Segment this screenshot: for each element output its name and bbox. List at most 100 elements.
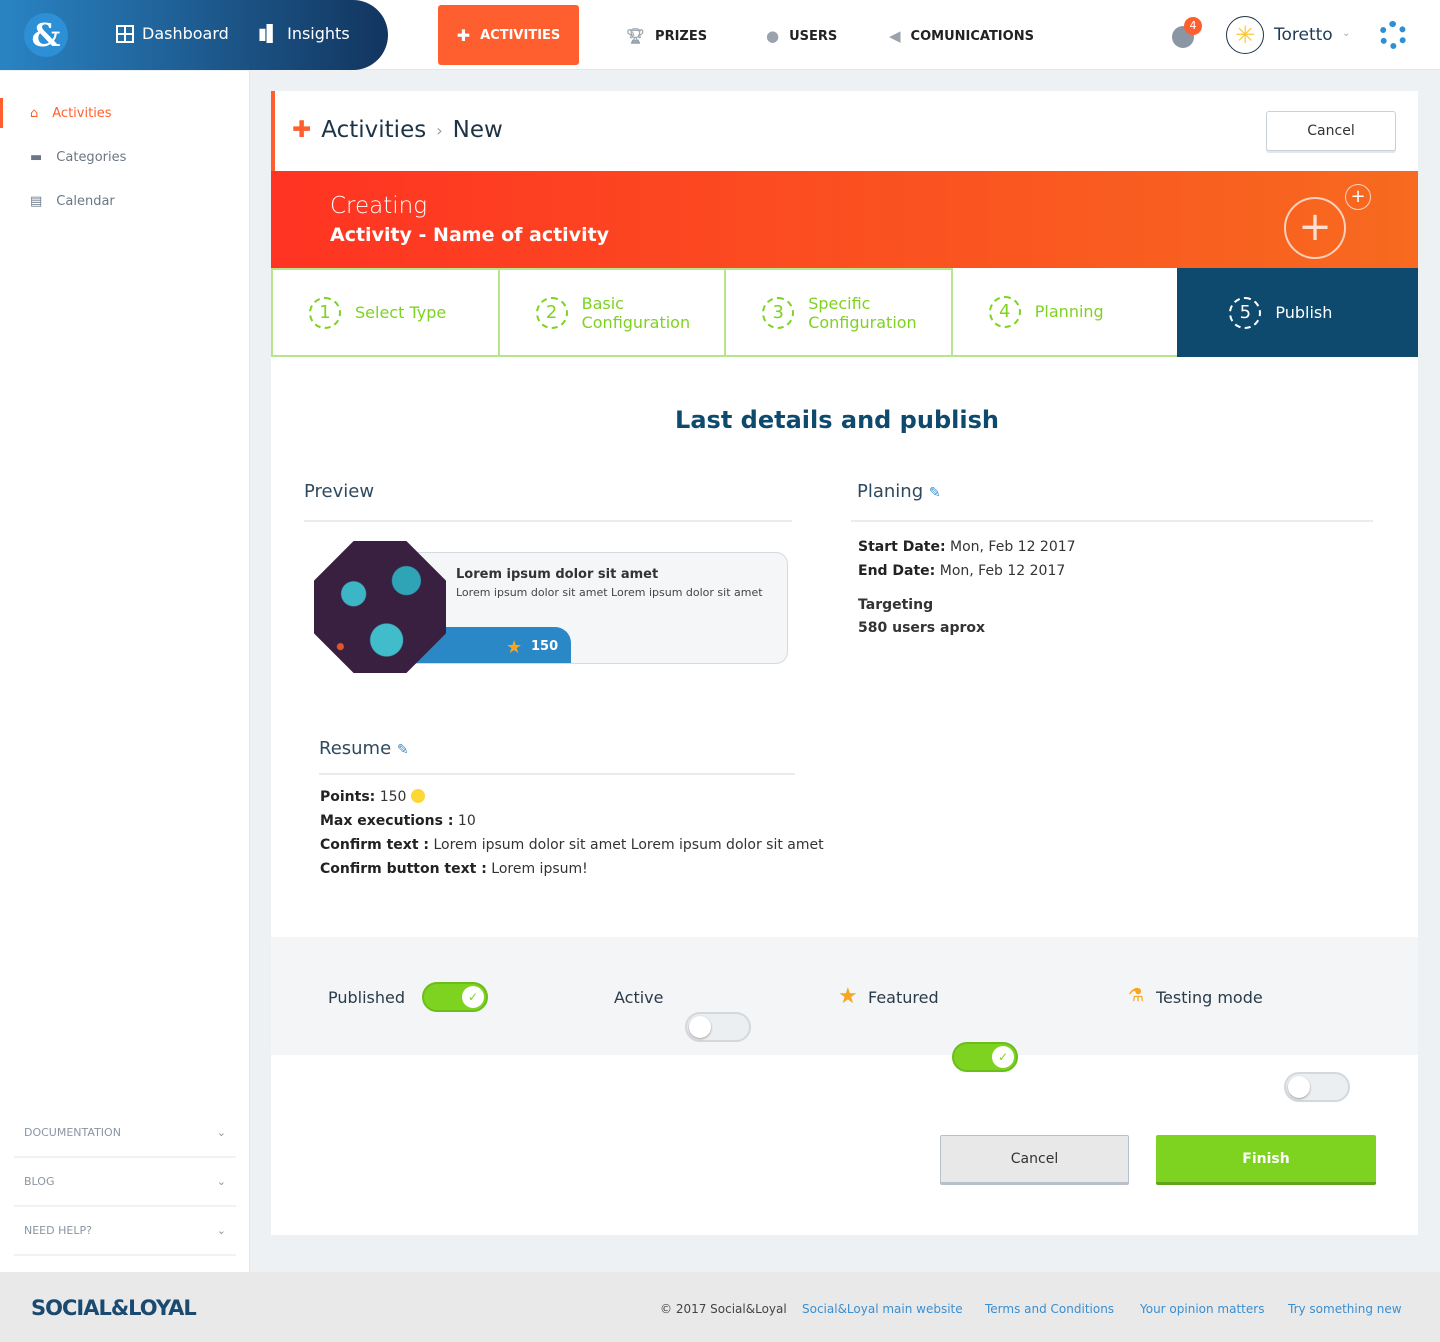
resume-heading: Resume ✎ xyxy=(319,738,409,759)
nav-insights[interactable]: ▮▌ Insights xyxy=(258,24,350,43)
calendar-icon: ▤ xyxy=(30,193,43,209)
puzzle-icon: ✚ xyxy=(292,117,312,143)
step-select-type[interactable]: 1 Select Type xyxy=(271,268,498,357)
nav-prizes[interactable]: 🏆︎ PRIZES xyxy=(626,27,707,45)
sidebar xyxy=(0,71,250,1272)
confirm-label: Confirm text : xyxy=(320,837,429,853)
step-label: Specific Configuration xyxy=(808,293,917,332)
resume-label: Resume xyxy=(319,738,392,759)
wizard-steps: 1 Select Type 2 Basic Configuration 3 Speci… xyxy=(271,268,1418,357)
finish-button[interactable]: Finish xyxy=(1156,1135,1376,1185)
active-label: Active xyxy=(614,988,664,1007)
edit-pencil-icon[interactable]: ✎ xyxy=(396,742,409,758)
featured-toggle[interactable]: ✓ xyxy=(952,1042,1018,1072)
footer-link-main-website[interactable]: Social&Loyal main website xyxy=(802,1302,963,1316)
header-accent xyxy=(271,91,275,171)
end-date: End Date: Mon, Feb 12 2017 xyxy=(858,563,1065,579)
breadcrumb-new: New xyxy=(452,117,503,143)
trophy-icon: 🏆︎ xyxy=(626,27,646,45)
featured-label: Featured xyxy=(868,988,939,1007)
footer-link-opinion[interactable]: Your opinion matters xyxy=(1140,1302,1265,1316)
confirm-button-label: Confirm button text : xyxy=(320,861,487,877)
step-basic-configuration[interactable]: 2 Basic Configuration xyxy=(497,268,725,357)
sidebar-item-activities[interactable]: ⌂ Activities xyxy=(0,98,250,128)
targeting-users: 580 users aprox xyxy=(858,620,986,636)
bar-chart-icon: ▮▌ xyxy=(258,24,280,43)
toggle-knob xyxy=(689,1016,711,1038)
step-label: Publish xyxy=(1275,303,1333,322)
footer-copyright: © 2017 Social&Loyal xyxy=(660,1302,787,1316)
divider xyxy=(851,520,1373,522)
nav-insights-label: Insights xyxy=(287,24,350,43)
step-label: Basic Configuration xyxy=(581,293,691,332)
chevron-down-icon: ⌄ xyxy=(216,1175,226,1188)
dashboard-icon xyxy=(116,24,134,43)
sidebar-item-label: Activities xyxy=(52,105,112,121)
end-date-label: End Date: xyxy=(858,563,936,579)
footer-link-try-new[interactable]: Try something new xyxy=(1288,1302,1402,1316)
breadcrumb: ✚ Activities › New xyxy=(292,117,503,143)
banner-line2: Activity - Name of activity xyxy=(330,224,610,246)
sidebar-need-help[interactable]: NEED HELP? ⌄ xyxy=(14,1207,236,1256)
notification-badge: 4 xyxy=(1184,17,1202,35)
sidebar-footer-label: DOCUMENTATION xyxy=(24,1126,121,1139)
footer-link-terms[interactable]: Terms and Conditions xyxy=(985,1302,1115,1316)
preview-heading: Preview xyxy=(304,481,375,502)
start-date: Start Date: Mon, Feb 12 2017 xyxy=(858,539,1076,555)
creating-banner xyxy=(271,171,1418,268)
planing-heading: Planing ✎ xyxy=(857,481,941,502)
categories-icon: ▬ xyxy=(30,149,43,165)
nav-prizes-label: PRIZES xyxy=(655,28,708,44)
coin-icon xyxy=(410,789,425,803)
help-lifebuoy-icon[interactable] xyxy=(1379,21,1407,49)
page-title: Last details and publish xyxy=(675,406,999,434)
puzzle-icon: ✚ xyxy=(456,25,471,45)
step-label: Select Type xyxy=(355,303,447,322)
step-publish[interactable]: 5 Publish xyxy=(1177,268,1418,357)
sidebar-item-calendar[interactable]: ▤ Calendar xyxy=(0,186,250,216)
nav-dashboard[interactable]: Dashboard xyxy=(116,24,229,43)
avatar[interactable]: ✳ xyxy=(1226,16,1264,54)
resume-points: Points: 150 xyxy=(320,789,425,805)
step-number: 1 xyxy=(309,296,341,329)
preview-title: Lorem ipsum dolor sit amet xyxy=(456,567,659,582)
confirm-button-value: Lorem ipsum! xyxy=(491,861,588,877)
chevron-down-icon: ⌄ xyxy=(216,1224,226,1237)
username[interactable]: Toretto xyxy=(1274,25,1333,45)
sidebar-blog[interactable]: BLOG ⌄ xyxy=(14,1158,236,1207)
step-specific-configuration[interactable]: 3 Specific Configuration xyxy=(724,268,951,357)
preview-points: 150 xyxy=(531,639,559,654)
toggle-knob xyxy=(1288,1076,1310,1098)
step-planning[interactable]: 4 Planning xyxy=(950,268,1178,357)
start-date-value: Mon, Feb 12 2017 xyxy=(950,539,1076,555)
sidebar-item-categories[interactable]: ▬ Categories xyxy=(0,142,250,172)
activity-image xyxy=(314,541,446,673)
testing-mode-toggle[interactable] xyxy=(1284,1072,1350,1102)
logo[interactable]: & xyxy=(24,13,68,57)
edit-pencil-icon[interactable]: ✎ xyxy=(928,485,941,501)
end-date-value: Mon, Feb 12 2017 xyxy=(939,563,1066,579)
cancel-button-top[interactable]: Cancel xyxy=(1266,111,1396,151)
testing-mode-label: Testing mode xyxy=(1156,988,1263,1007)
breadcrumb-activities[interactable]: Activities xyxy=(321,117,427,143)
star-icon: ★ xyxy=(506,637,523,658)
points-label: Points: xyxy=(320,789,376,805)
active-toggle[interactable] xyxy=(685,1012,751,1042)
resume-confirm-text: Confirm text : Lorem ipsum dolor sit ame… xyxy=(320,837,824,853)
star-icon: ★ xyxy=(838,984,858,1009)
points-value: 150 xyxy=(379,789,407,805)
resume-confirm-button-text: Confirm button text : Lorem ipsum! xyxy=(320,861,588,877)
cancel-button[interactable]: Cancel xyxy=(940,1135,1129,1185)
divider xyxy=(304,520,792,522)
published-toggle[interactable]: ✓ xyxy=(422,982,488,1012)
sidebar-documentation[interactable]: DOCUMENTATION ⌄ xyxy=(14,1109,236,1158)
confirm-value: Lorem ipsum dolor sit amet Lorem ipsum d… xyxy=(433,837,824,853)
nav-users[interactable]: ● USERS xyxy=(766,27,837,45)
nav-communications[interactable]: ◀ COMUNICATIONS xyxy=(889,27,1034,45)
step-number: 4 xyxy=(988,295,1021,328)
chevron-down-icon[interactable]: ⌄ xyxy=(1342,28,1351,39)
nav-communications-label: COMUNICATIONS xyxy=(910,28,1034,44)
nav-activities[interactable]: ✚ ACTIVITIES xyxy=(438,5,579,65)
resume-max-executions: Max executions : 10 xyxy=(320,813,476,829)
step-label: Planning xyxy=(1034,302,1104,321)
